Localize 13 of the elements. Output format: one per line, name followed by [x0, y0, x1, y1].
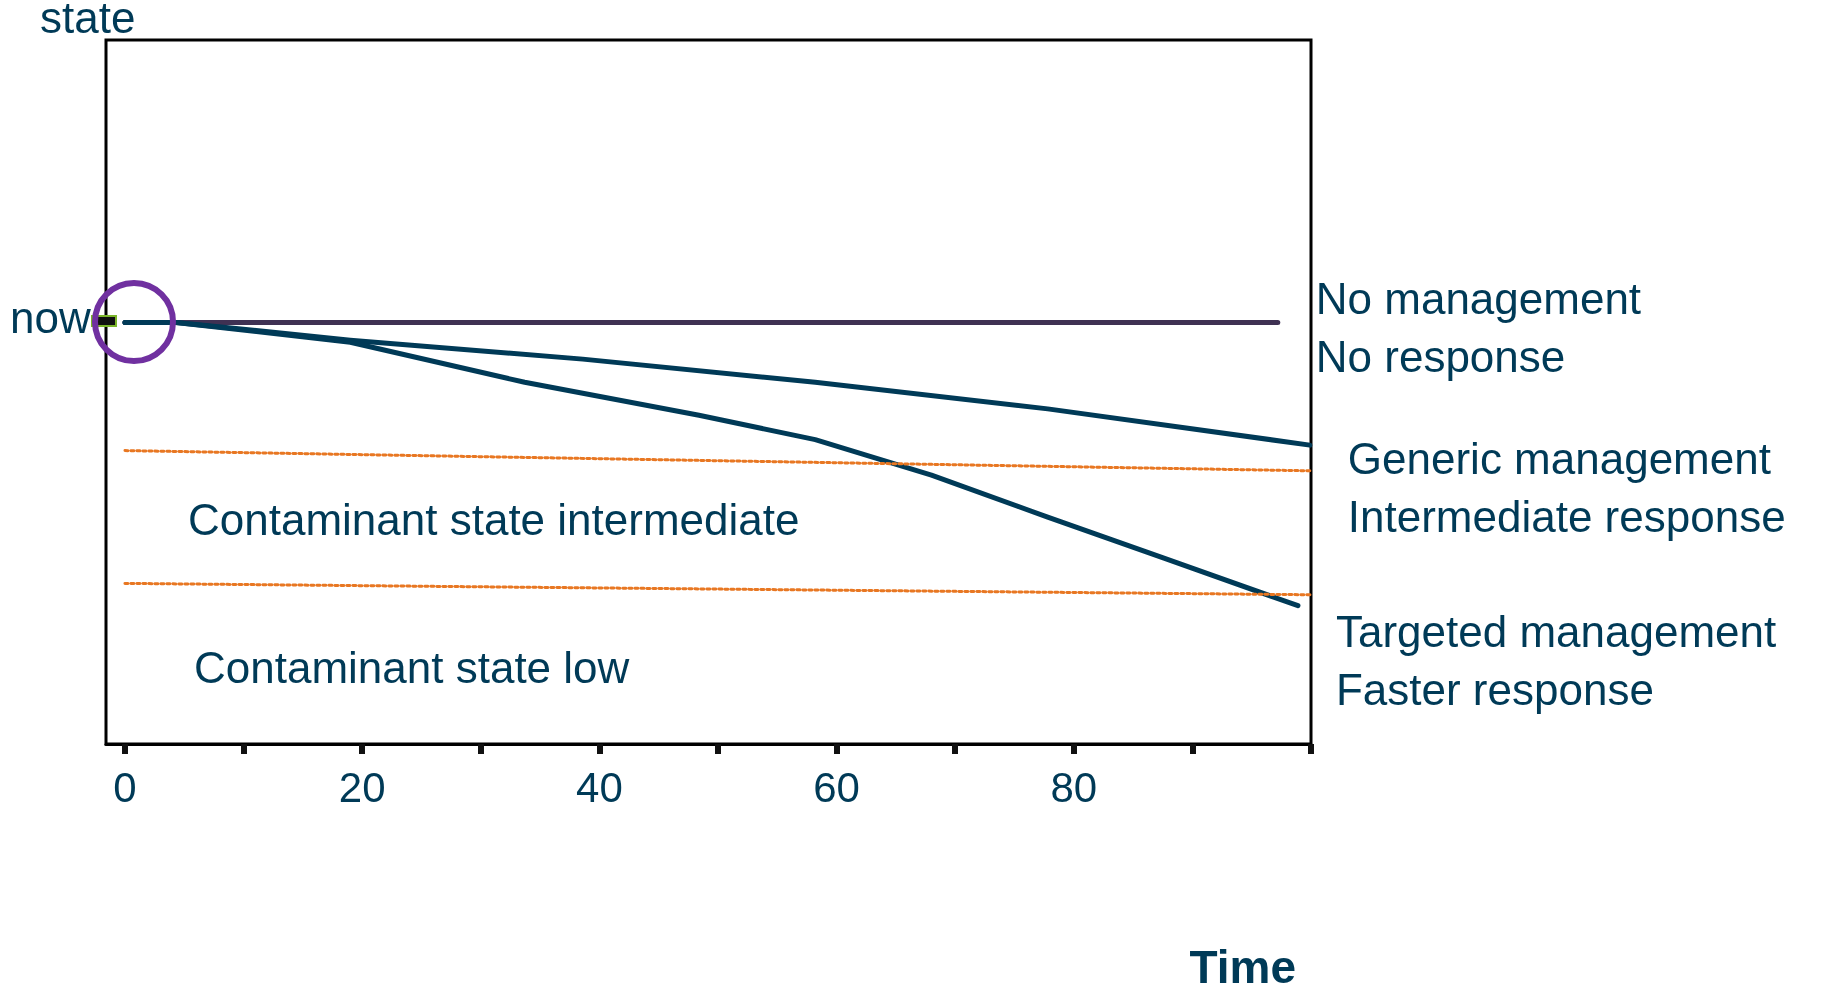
series-label: Targeted management Faster response	[1335, 607, 1777, 715]
annotation: Contaminant state intermediate	[188, 495, 800, 544]
series-label: No management No response	[1315, 273, 1642, 381]
x-tick-label: 80	[1050, 763, 1098, 811]
text: state	[40, 0, 136, 42]
x-axis-title: Time	[1189, 941, 1296, 990]
x-tick-label: 0	[113, 763, 137, 811]
annotation: now	[9, 293, 91, 343]
annotation: Contaminant state low	[194, 643, 630, 692]
series-label: Generic management Intermediate response	[1347, 433, 1786, 541]
x-tick-label: 60	[813, 763, 860, 811]
x-tick-label: 20	[338, 763, 386, 811]
x-tick-label: 40	[576, 763, 623, 811]
